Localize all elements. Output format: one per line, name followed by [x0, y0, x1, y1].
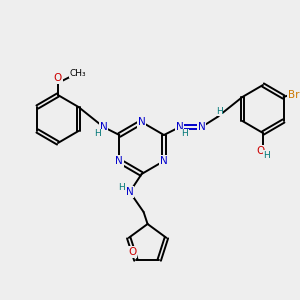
Text: N: N: [116, 156, 123, 166]
Text: N: N: [100, 122, 107, 132]
Text: H: H: [216, 106, 223, 116]
Text: Br: Br: [288, 90, 299, 100]
Text: N: N: [126, 187, 134, 197]
Text: N: N: [198, 122, 206, 132]
Text: CH₃: CH₃: [69, 68, 86, 77]
Text: H: H: [118, 182, 125, 191]
Text: H: H: [94, 130, 101, 139]
Text: O: O: [128, 247, 136, 257]
Text: H: H: [264, 151, 270, 160]
Text: H: H: [181, 130, 188, 139]
Text: O: O: [257, 146, 265, 156]
Text: N: N: [160, 156, 168, 166]
Text: N: N: [176, 122, 184, 132]
Text: N: N: [138, 117, 146, 127]
Text: O: O: [54, 73, 62, 83]
